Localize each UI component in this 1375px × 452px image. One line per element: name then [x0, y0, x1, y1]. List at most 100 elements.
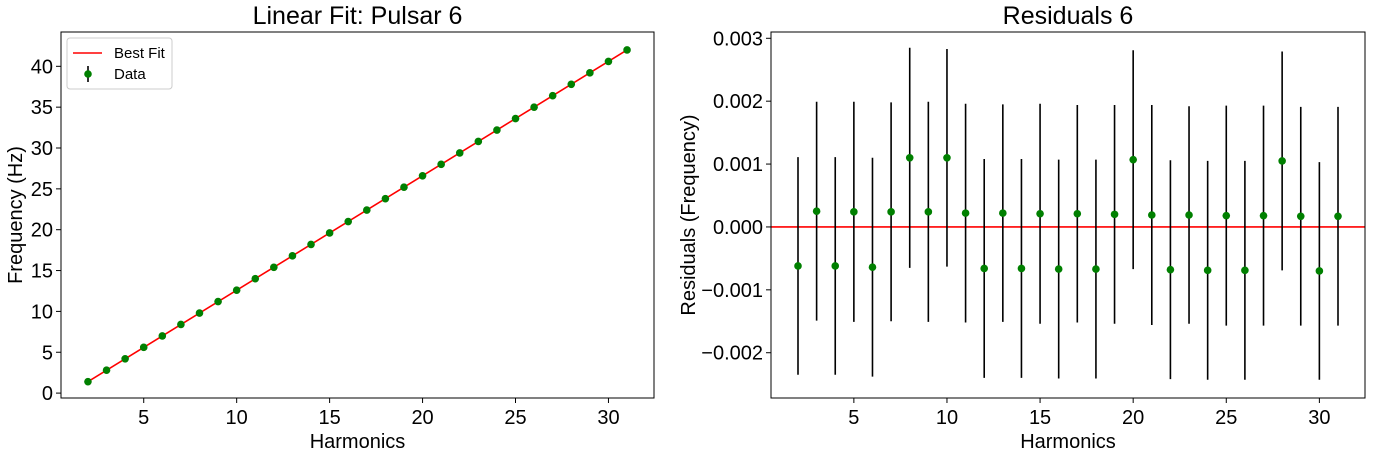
data-point [362, 206, 371, 214]
data-point [251, 274, 260, 283]
data-point [1036, 209, 1044, 218]
data-point [850, 208, 858, 216]
y-tick-label: 15 [31, 261, 53, 283]
x-tick-label: 30 [597, 407, 619, 429]
data-point [158, 332, 167, 340]
linear-fit-chart: Linear Fit: Pulsar 6 5 10 15 20 25 30 0 5 10 15 20 2… [5, 2, 655, 452]
data-point [548, 91, 557, 100]
data-point [924, 208, 933, 216]
data-point [1259, 211, 1268, 220]
data-point [961, 209, 970, 217]
y-tick-label: 0 [42, 383, 53, 405]
y-axis-label: Frequency (Hz) [5, 146, 27, 284]
data-point [1222, 211, 1231, 220]
data-point [1241, 266, 1249, 275]
x-tick-label: 25 [1215, 407, 1237, 429]
data-point [307, 240, 315, 249]
residuals-chart: Residuals 6 5 10 15 20 25 30 −0.002 −0.001 0.000 0… [678, 2, 1366, 452]
data-point [812, 207, 821, 216]
data-point [325, 229, 334, 237]
data-point [288, 252, 297, 260]
data-point [400, 183, 408, 192]
data-point [831, 262, 840, 270]
x-tick-label: 5 [848, 407, 859, 429]
data-point [437, 160, 445, 169]
data-point [1203, 266, 1212, 275]
best-fit-line [87, 49, 628, 383]
data-point [455, 149, 464, 157]
data-point [1334, 212, 1342, 221]
y-tick-label: 0.003 [713, 28, 763, 50]
data-point [887, 208, 895, 216]
data-point [84, 377, 92, 386]
y-tick-label: 5 [42, 342, 53, 364]
x-tick-label: 10 [936, 407, 958, 429]
data-point [794, 262, 802, 270]
data-point [214, 297, 222, 306]
x-axis-label: Harmonics [310, 431, 406, 452]
data-point [1110, 210, 1119, 219]
data-point [980, 264, 989, 273]
data-point [177, 320, 185, 329]
data-point [623, 46, 631, 54]
data-point [530, 103, 538, 111]
x-tick-label: 20 [1122, 407, 1144, 429]
data-point [474, 137, 483, 146]
legend-box [66, 37, 173, 90]
x-tick-label: 15 [318, 407, 340, 429]
x-tick-label: 5 [138, 407, 149, 429]
data-point [1129, 155, 1137, 164]
chart-title: Linear Fit: Pulsar 6 [253, 2, 463, 30]
data-point [1315, 267, 1324, 275]
y-tick-label: −0.001 [701, 280, 763, 302]
legend: Best Fit Data [66, 37, 173, 90]
data-point [232, 286, 241, 294]
data-point [586, 69, 594, 77]
axes-frame [60, 31, 655, 399]
data-point [905, 153, 914, 162]
y-tick-label: 20 [31, 220, 53, 242]
data-point [1278, 157, 1286, 165]
data-point [139, 343, 148, 352]
legend-label-data: Data [114, 66, 146, 83]
y-tick-label: 35 [31, 97, 53, 119]
data-point [1092, 265, 1100, 273]
y-tick-label: 10 [31, 301, 53, 323]
y-tick-label: 40 [31, 56, 53, 78]
data-point [1147, 211, 1156, 219]
x-tick-label: 15 [1029, 407, 1051, 429]
data-point [567, 80, 576, 89]
y-tick-label: 0.001 [713, 154, 763, 176]
y-tick-label: 0.002 [713, 91, 763, 113]
x-tick-label: 20 [411, 407, 433, 429]
data-point [270, 263, 278, 272]
y-tick-label: −0.002 [701, 343, 763, 365]
data-point [1166, 265, 1175, 274]
data-point [1185, 211, 1193, 219]
x-tick-label: 30 [1308, 407, 1330, 429]
data-point [1017, 264, 1026, 273]
data-point [511, 114, 520, 123]
data-point [121, 354, 129, 363]
data-point [1073, 209, 1082, 218]
chart-title: Residuals 6 [1003, 2, 1134, 30]
x-tick-label: 10 [226, 407, 248, 429]
y-tick-label: 30 [31, 138, 53, 160]
x-axis-label: Harmonics [1020, 431, 1116, 452]
data-point [1054, 265, 1063, 273]
data-point [493, 126, 501, 134]
data-point [381, 194, 390, 203]
data-point [1296, 212, 1305, 221]
data-point [102, 366, 111, 375]
y-tick-label: 25 [31, 179, 53, 201]
data-point [344, 217, 353, 226]
data-point [604, 57, 613, 66]
y-tick-label: 0.000 [713, 217, 763, 239]
data-point [868, 263, 877, 271]
legend-label-best-fit: Best Fit [114, 45, 166, 62]
data-point [999, 209, 1007, 217]
legend-marker-swatch [84, 70, 92, 78]
data-point [418, 171, 427, 180]
data-point [943, 153, 951, 162]
